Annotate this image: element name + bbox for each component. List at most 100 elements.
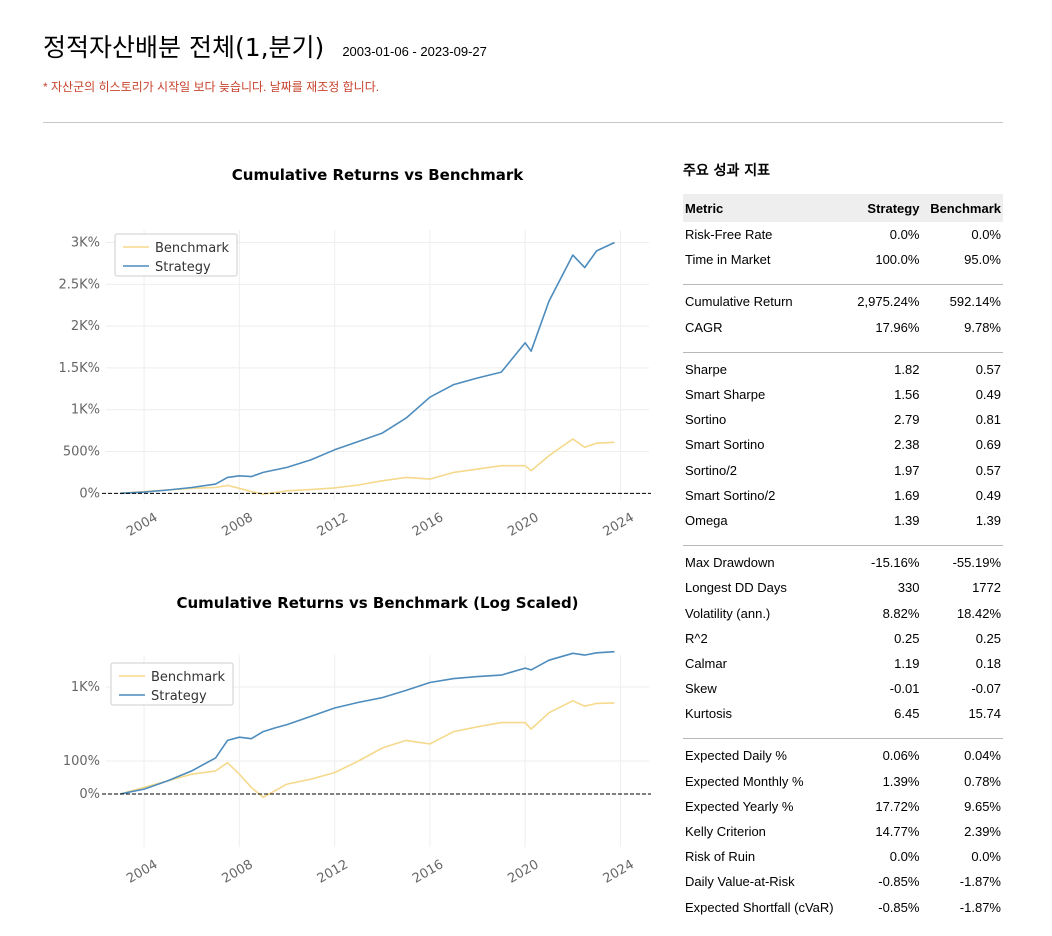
metric-name: Expected Yearly % [685,798,794,814]
metric-name: R^2 [685,630,708,646]
metrics-table: Metric Strategy Benchmark Risk-Free Rate… [683,194,1003,920]
metric-name: Expected Daily % [685,748,787,764]
benchmark-value: 1.39 [975,512,1001,528]
strategy-value: -15.16% [871,555,920,571]
metric-row: Smart Sharpe 1.56 0.49 [683,382,1003,407]
benchmark-value: 0.69 [975,437,1001,453]
benchmark-value: -1.87% [959,899,1001,915]
column-header-benchmark: Benchmark [921,194,1003,222]
benchmark-value: 95.0% [964,252,1001,268]
strategy-value: 100.0% [875,252,920,268]
cumulative-returns-log-chart: Cumulative Returns vs Benchmark (Log Sca… [63,594,651,887]
metric-row: Expected Daily % 0.06% 0.04% [683,743,1003,768]
x-tick-label: 2024 [601,510,637,540]
metrics-group-separator [683,533,1003,550]
metrics-group-separator [683,340,1003,357]
benchmark-value: 0.18 [975,655,1001,671]
y-tick-label: 2.5K% [58,277,100,292]
benchmark-value: 9.78% [964,319,1001,335]
benchmark-value: 0.81 [975,412,1001,428]
benchmark-value: 0.57 [975,462,1001,478]
metric-name: Smart Sortino [685,437,765,453]
x-tick-label: 2012 [315,857,351,887]
strategy-value: 0.0% [889,849,920,865]
x-tick-label: 2012 [315,510,351,540]
series-line-strategy [120,650,615,795]
strategy-value: 1.56 [894,387,920,403]
metric-name: Time in Market [685,252,771,268]
chart-title: Cumulative Returns vs Benchmark (Log Sca… [176,594,578,612]
metric-row: Expected Monthly % 1.39% 0.78% [683,769,1003,794]
benchmark-value: 0.0% [971,227,1001,243]
metric-row: Volatility (ann.) 8.82% 18.42% [683,600,1003,625]
benchmark-value: 592.14% [949,294,1001,310]
metric-row: Time in Market 100.0% 95.0% [683,247,1003,272]
strategy-value: 0.06% [882,748,920,764]
metric-name: Kelly Criterion [685,824,766,840]
strategy-value: 1.39% [882,773,920,789]
series-line-strategy [120,241,615,495]
legend-label-benchmark: Benchmark [151,670,226,685]
strategy-value: 6.45 [894,706,920,722]
metric-name: Smart Sharpe [685,387,766,403]
y-tick-label: 0% [79,787,100,802]
benchmark-value: 0.49 [975,487,1001,503]
metrics-header-row: Metric Strategy Benchmark [683,194,1003,222]
x-tick-label: 2008 [220,857,256,887]
legend-label-benchmark: Benchmark [155,241,230,256]
metric-name: Volatility (ann.) [685,605,771,621]
x-tick-label: 2016 [410,857,446,887]
y-tick-label: 100% [63,754,100,769]
strategy-value: -0.01 [889,681,920,697]
column-header-strategy: Strategy [849,194,922,222]
benchmark-value: 0.0% [971,849,1001,865]
cumulative-returns-chart: Cumulative Returns vs Benchmark 0% 500% 1K%… [58,166,651,540]
strategy-value: 0.0% [889,227,920,243]
strategy-value: 8.82% [882,605,920,621]
y-tick-label: 2K% [71,319,100,334]
column-header-metric: Metric [683,194,850,222]
metric-name: Calmar [685,655,727,671]
strategy-value: -0.85% [878,874,920,890]
chart-legend: Benchmark Strategy [110,662,234,706]
x-tick-label: 2020 [505,510,541,540]
series-line-benchmark [120,700,615,799]
strategy-value: 1.97 [894,462,920,478]
strategy-value: 1.82 [894,361,920,377]
metric-name: Daily Value-at-Risk [685,874,795,890]
strategy-value: -0.85% [878,899,920,915]
metric-name: Sortino [685,412,727,428]
strategy-value: 1.39 [894,512,920,528]
series-line-benchmark [120,438,615,495]
x-tick-label: 2008 [220,510,256,540]
metric-name: CAGR [685,319,723,335]
date-range: 2003-01-06 - 2023-09-27 [342,44,487,59]
metric-row: Longest DD Days 330 1772 [683,575,1003,600]
metric-row: Skew -0.01 -0.07 [683,676,1003,701]
benchmark-value: 0.49 [975,387,1001,403]
x-tick-label: 2020 [505,857,541,887]
history-warning: * 자산군의 히스토리가 시작일 보다 늦습니다. 날짜를 재조정 합니다. [43,80,380,94]
x-tick-label: 2004 [124,857,160,887]
metric-row: R^2 0.25 0.25 [683,626,1003,651]
metric-row: Expected Yearly % 17.72% 9.65% [683,794,1003,819]
benchmark-value: 18.42% [956,605,1001,621]
strategy-value: 2.79 [894,412,920,428]
metric-row: Daily Value-at-Risk -0.85% -1.87% [683,869,1003,894]
metric-name: Kurtosis [685,706,732,722]
strategy-value: 1.19 [894,655,920,671]
metric-row: Sharpe 1.82 0.57 [683,357,1003,382]
metric-name: Longest DD Days [685,580,787,596]
benchmark-value: 15.74 [968,706,1001,722]
strategy-value: 17.96% [875,319,920,335]
strategy-value: 1.69 [894,487,920,503]
strategy-value: 2.38 [894,437,920,453]
metric-name: Expected Shortfall (cVaR) [685,899,834,915]
metric-name: Risk-Free Rate [685,227,773,243]
metric-row: Kelly Criterion 14.77% 2.39% [683,819,1003,844]
metric-row: CAGR 17.96% 9.78% [683,315,1003,340]
benchmark-value: 2.39% [964,824,1001,840]
metric-row: Sortino 2.79 0.81 [683,407,1003,432]
y-tick-label: 1.5K% [58,361,100,376]
metric-row: Sortino/2 1.97 0.57 [683,458,1003,483]
